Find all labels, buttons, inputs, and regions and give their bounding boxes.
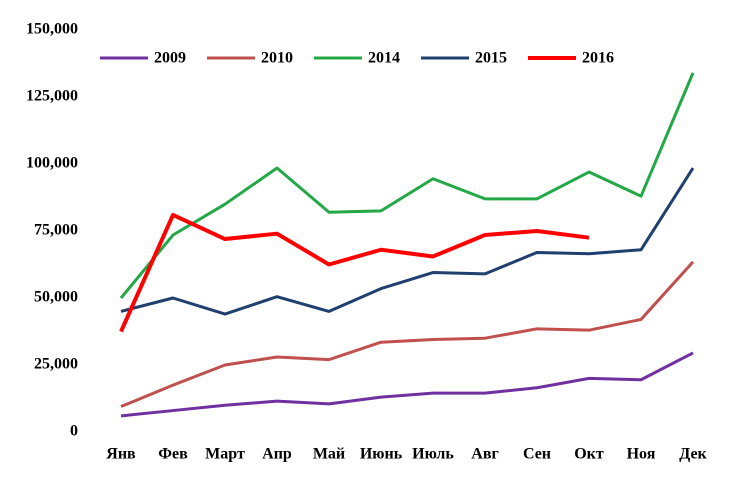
series-line (119, 212, 590, 333)
legend-label: 2016 (582, 50, 614, 67)
x-tick-label: Окт (574, 446, 604, 463)
y-tick-label: 25,000 (34, 356, 78, 373)
y-tick-label: 100,000 (26, 155, 78, 172)
legend-label: 2014 (368, 50, 400, 67)
legend-label: 2010 (261, 50, 293, 67)
x-tick-label: Дек (679, 446, 707, 463)
series-line (120, 260, 695, 408)
y-tick-label: 150,000 (26, 21, 78, 38)
legend-label: 2015 (475, 50, 507, 67)
y-tick-label: 50,000 (34, 289, 78, 306)
x-tick-label: Июль (412, 446, 454, 463)
y-tick-label: 125,000 (26, 88, 78, 105)
x-tick-label: Июнь (360, 446, 403, 463)
x-tick-label: Март (205, 446, 245, 463)
y-tick-label: 0 (70, 423, 78, 440)
series-line (120, 167, 695, 316)
y-tick-label: 75,000 (34, 222, 78, 239)
x-tick-label: Фев (158, 446, 188, 463)
x-tick-label: Сен (523, 446, 551, 463)
series-line (119, 72, 695, 299)
x-tick-label: Янв (106, 446, 136, 463)
x-tick-label: Май (313, 446, 345, 463)
x-tick-label: Авг (471, 446, 498, 463)
x-tick-label: Ноя (627, 446, 656, 463)
series-line (120, 351, 694, 418)
legend-label: 2009 (154, 50, 186, 67)
x-tick-label: Апр (262, 446, 292, 463)
